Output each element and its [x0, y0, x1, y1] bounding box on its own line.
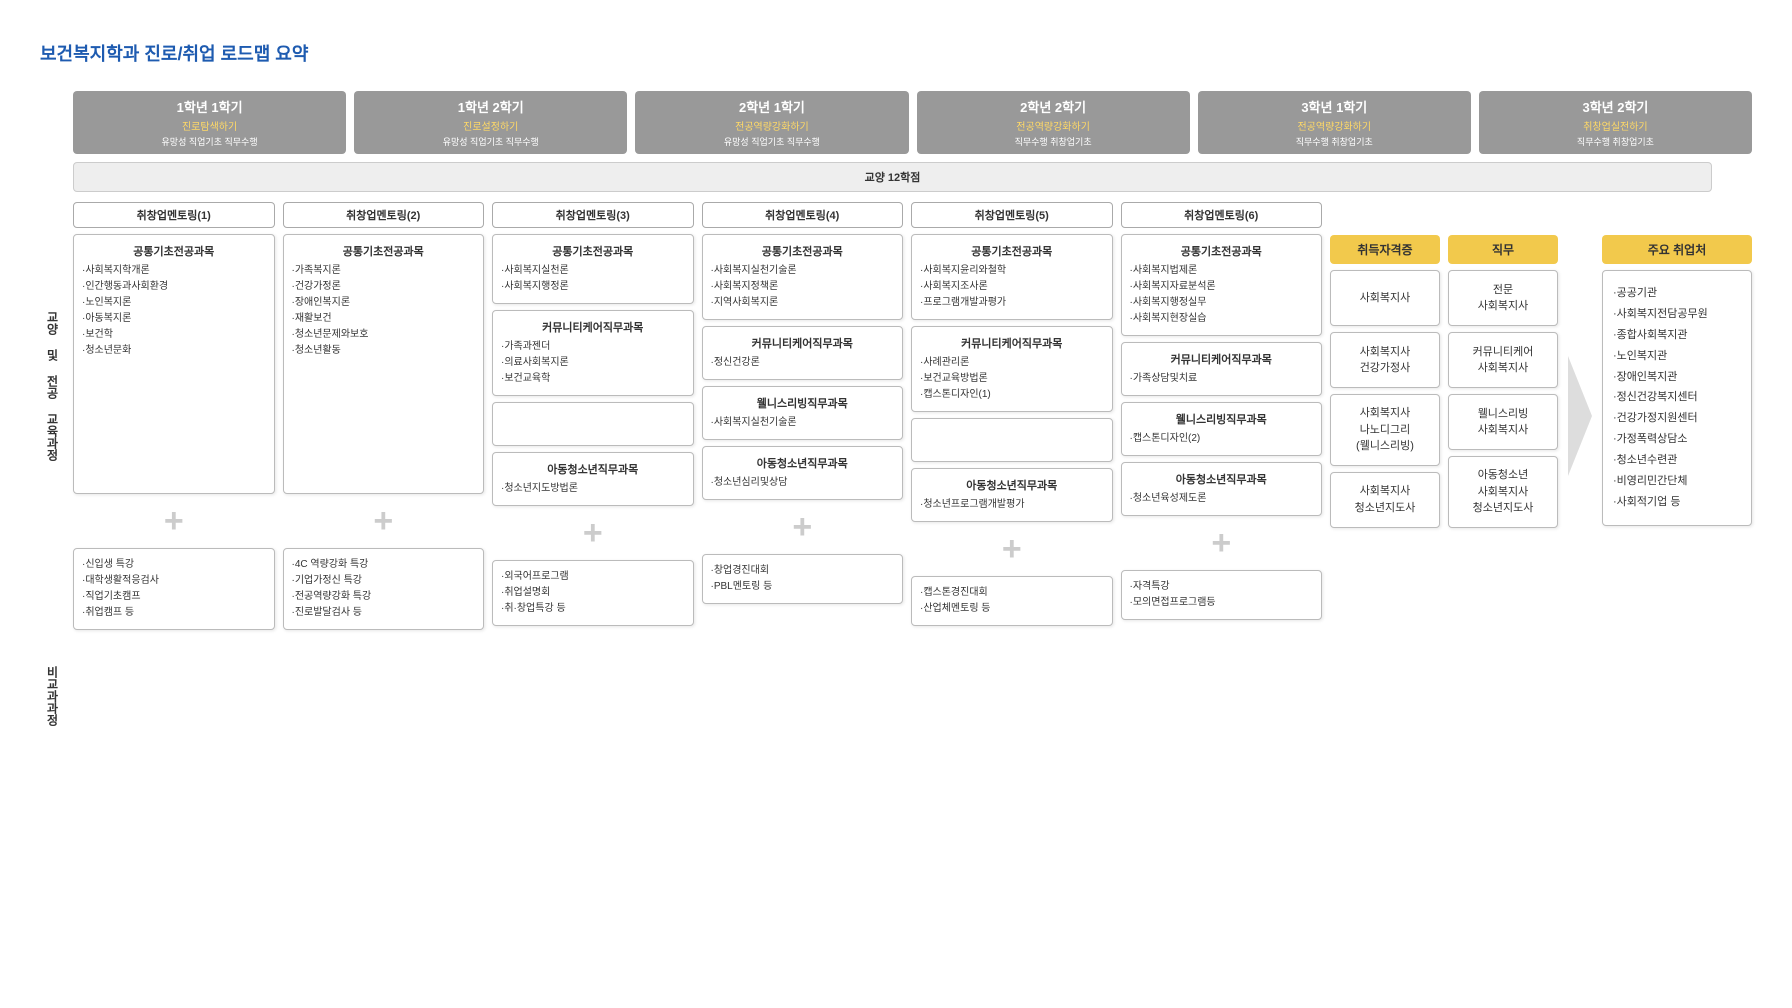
empty-box — [492, 402, 694, 446]
course-box: 웰니스리빙직무과목·캡스톤디자인(2) — [1121, 402, 1323, 456]
big-arrow — [1568, 356, 1592, 476]
semester-header: 3학년 1학기전공역량강화하기직무수행 취창업기초 — [1198, 91, 1471, 154]
credit-bar: 교양 12학점 — [73, 162, 1712, 192]
columns-grid: 취창업멘토링(1) 공통기초전공과목·사회복지학개론·인간행동과사회환경·노인복지… — [73, 202, 1752, 630]
cert-4: 사회복지사청소년지도사 — [1330, 472, 1440, 528]
semester-header: 3학년 2학기취창업실전하기직무수행 취창업기초 — [1479, 91, 1752, 154]
cert-col: 취득자격증 사회복지사 사회복지사건강가정사 사회복지사나노디그리(웰니스리빙)… — [1330, 202, 1440, 630]
job-2: 커뮤니티케어사회복지사 — [1448, 332, 1558, 388]
course-box: 커뮤니티케어직무과목·가족과젠더·의료사회복지론·보건교육학 — [492, 310, 694, 396]
course-box: 아동청소년직무과목·청소년지도방법론 — [492, 452, 694, 506]
extra-box: ·4C 역량강화 특강·기업가정신 특강·전공역량강화 특강·진로발달검사 등 — [283, 548, 485, 630]
side-label-curriculum: 교양 및 전공 교육과정 — [40, 176, 65, 596]
plus-icon: + — [1121, 526, 1323, 560]
semester-header-row: 1학년 1학기진로탐색하기유망성 직업기초 직무수행1학년 2학기진로설정하기유… — [73, 91, 1752, 154]
cert-2: 사회복지사건강가정사 — [1330, 332, 1440, 388]
plus-icon: + — [283, 504, 485, 538]
col-6: 취창업멘토링(6) 공통기초전공과목·사회복지법제론·사회복지자료분석론·사회복지… — [1121, 202, 1323, 630]
course-box: 커뮤니티케어직무과목·사례관리론·보건교육방법론·캡스톤디자인(1) — [911, 326, 1113, 412]
course-box: 커뮤니티케어직무과목·가족상담및치료 — [1121, 342, 1323, 396]
course-box: 웰니스리빙직무과목·사회복지실천기술론 — [702, 386, 904, 440]
extra-box: ·외국어프로그램·취업설명회·취·창업특강 등 — [492, 560, 694, 626]
place-header: 주요 취업처 — [1602, 235, 1752, 264]
mentoring-label: 취창업멘토링(3) — [492, 202, 694, 228]
job-4: 아동청소년사회복지사청소년지도사 — [1448, 456, 1558, 528]
mentoring-label: 취창업멘토링(6) — [1121, 202, 1323, 228]
extra-box: ·자격특강·모의면접프로그램등 — [1121, 570, 1323, 620]
cert-1: 사회복지사 — [1330, 270, 1440, 326]
col-5: 취창업멘토링(5) 공통기초전공과목·사회복지윤리와철학·사회복지조사론·프로그램… — [911, 202, 1113, 630]
mentoring-label: 취창업멘토링(4) — [702, 202, 904, 228]
course-box: 공통기초전공과목·사회복지학개론·인간행동과사회환경·노인복지론·아동복지론·보… — [73, 234, 275, 494]
plus-icon: + — [702, 510, 904, 544]
main-grid: 1학년 1학기진로탐색하기유망성 직업기초 직무수행1학년 2학기진로설정하기유… — [73, 91, 1752, 746]
mentoring-label: 취창업멘토링(1) — [73, 202, 275, 228]
extra-box: ·캡스톤경진대회·산업체멘토링 등 — [911, 576, 1113, 626]
semester-header: 2학년 2학기전공역량강화하기직무수행 취창업기초 — [917, 91, 1190, 154]
output-section: 취득자격증 사회복지사 사회복지사건강가정사 사회복지사나노디그리(웰니스리빙)… — [1330, 202, 1752, 630]
roadmap-wrap: 교양 및 전공 교육과정 비교과과정 1학년 1학기진로탐색하기유망성 직업기초… — [40, 91, 1752, 746]
extra-box: ·신입생 특강·대학생활적응검사·직업기초캠프·취업캠프 등 — [73, 548, 275, 630]
plus-icon: + — [911, 532, 1113, 566]
semester-header: 1학년 2학기진로설정하기유망성 직업기초 직무수행 — [354, 91, 627, 154]
col-2: 취창업멘토링(2) 공통기초전공과목·가족복지론·건강가정론·장애인복지론·재활보… — [283, 202, 485, 630]
semester-header: 2학년 1학기전공역량강화하기유망성 직업기초 직무수행 — [635, 91, 908, 154]
course-box: 공통기초전공과목·가족복지론·건강가정론·장애인복지론·재활보건·청소년문제와보… — [283, 234, 485, 494]
side-labels: 교양 및 전공 교육과정 비교과과정 — [40, 91, 65, 746]
place-col: 주요 취업처 ·공공기관·사회복지전담공무원·종합사회복지관·노인복지관·장애인… — [1602, 202, 1752, 630]
cert-3: 사회복지사나노디그리(웰니스리빙) — [1330, 394, 1440, 466]
job-3: 웰니스리빙사회복지사 — [1448, 394, 1558, 450]
course-box: 아동청소년직무과목·청소년심리및상담 — [702, 446, 904, 500]
side-label-extra: 비교과과정 — [40, 646, 65, 746]
plus-icon: + — [492, 516, 694, 550]
place-list: ·공공기관·사회복지전담공무원·종합사회복지관·노인복지관·장애인복지관·정신건… — [1602, 270, 1752, 526]
mentoring-label: 취창업멘토링(2) — [283, 202, 485, 228]
course-box: 공통기초전공과목·사회복지실천론·사회복지행정론 — [492, 234, 694, 304]
course-box: 아동청소년직무과목·청소년프로그램개발평가 — [911, 468, 1113, 522]
col-3: 취창업멘토링(3) 공통기초전공과목·사회복지실천론·사회복지행정론커뮤니티케어직… — [492, 202, 694, 630]
job-1: 전문사회복지사 — [1448, 270, 1558, 326]
course-box: 아동청소년직무과목·청소년육성제도론 — [1121, 462, 1323, 516]
course-box: 공통기초전공과목·사회복지법제론·사회복지자료분석론·사회복지행정실무·사회복지… — [1121, 234, 1323, 336]
col-4: 취창업멘토링(4) 공통기초전공과목·사회복지실천기술론·사회복지정책론·지역사회… — [702, 202, 904, 630]
job-header: 직무 — [1448, 235, 1558, 264]
page-title: 보건복지학과 진로/취업 로드맵 요약 — [40, 40, 1752, 66]
col-1: 취창업멘토링(1) 공통기초전공과목·사회복지학개론·인간행동과사회환경·노인복지… — [73, 202, 275, 630]
job-col: 직무 전문사회복지사 커뮤니티케어사회복지사 웰니스리빙사회복지사 아동청소년사… — [1448, 202, 1558, 630]
semester-header: 1학년 1학기진로탐색하기유망성 직업기초 직무수행 — [73, 91, 346, 154]
mentoring-label: 취창업멘토링(5) — [911, 202, 1113, 228]
extra-box: ·창업경진대회·PBL멘토링 등 — [702, 554, 904, 604]
plus-icon: + — [73, 504, 275, 538]
course-box: 공통기초전공과목·사회복지윤리와철학·사회복지조사론·프로그램개발과평가 — [911, 234, 1113, 320]
cert-header: 취득자격증 — [1330, 235, 1440, 264]
empty-box — [911, 418, 1113, 462]
course-box: 공통기초전공과목·사회복지실천기술론·사회복지정책론·지역사회복지론 — [702, 234, 904, 320]
course-box: 커뮤니티케어직무과목·정신건강론 — [702, 326, 904, 380]
